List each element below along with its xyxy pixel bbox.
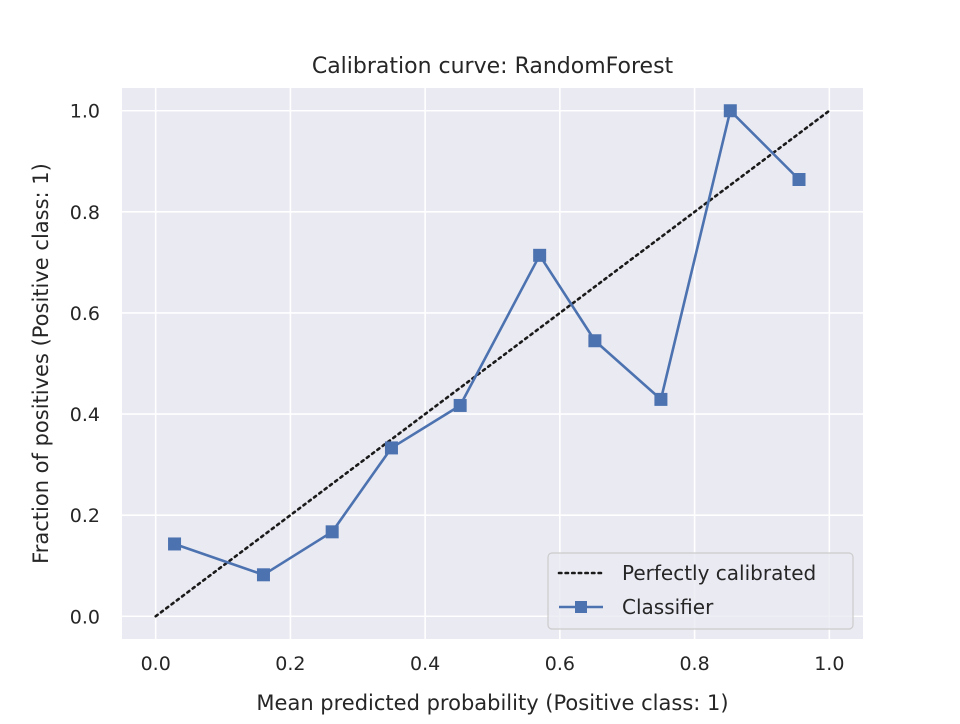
x-tick-label: 0.8: [679, 653, 709, 675]
legend-box: [547, 552, 854, 630]
data-point-marker: [792, 172, 806, 186]
x-tick-label: 0.2: [275, 653, 305, 675]
y-tick-label: 0.6: [70, 303, 100, 325]
data-point-marker: [533, 248, 547, 262]
data-point-marker: [384, 441, 398, 455]
data-point-marker: [168, 537, 182, 551]
grid-lines: [122, 88, 863, 639]
series-line-perfectly-calibrated: [154, 109, 831, 618]
x-tick-label: 0.6: [545, 653, 575, 675]
y-tick-label: 0.2: [70, 505, 100, 527]
chart-title: Calibration curve: RandomForest: [312, 54, 674, 79]
x-tick-label: 0.4: [410, 653, 440, 675]
y-axis-label: Fraction of positives (Positive class: 1…: [29, 163, 53, 564]
x-axis-label: Mean predicted probability (Positive cla…: [256, 691, 728, 715]
legend-label-perfectly-calibrated: Perfectly calibrated: [622, 561, 816, 585]
legend: Perfectly calibrated Classifier: [547, 552, 854, 630]
data-point-marker: [453, 398, 467, 412]
y-tick-label: 0.4: [70, 404, 100, 426]
series-layer: [154, 104, 831, 618]
data-point-marker: [723, 104, 737, 118]
y-tick-label: 0.0: [70, 606, 100, 628]
data-point-marker: [588, 334, 602, 348]
legend-label-classifier: Classifier: [622, 595, 714, 619]
series-line-classifier: [174, 109, 800, 577]
x-tick-label: 0.0: [141, 653, 171, 675]
y-tick-label: 0.8: [70, 202, 100, 224]
data-point-marker: [256, 568, 270, 582]
legend-marker-classifier: [575, 601, 587, 613]
x-tick-labels: 0.0 0.2 0.4 0.6 0.8 1.0: [141, 653, 845, 675]
x-tick-label: 1.0: [814, 653, 844, 675]
data-point-marker: [325, 525, 339, 539]
y-tick-label: 1.0: [70, 101, 100, 123]
y-tick-labels: 0.0 0.2 0.4 0.6 0.8 1.0: [70, 101, 100, 629]
data-point-marker: [654, 392, 668, 406]
